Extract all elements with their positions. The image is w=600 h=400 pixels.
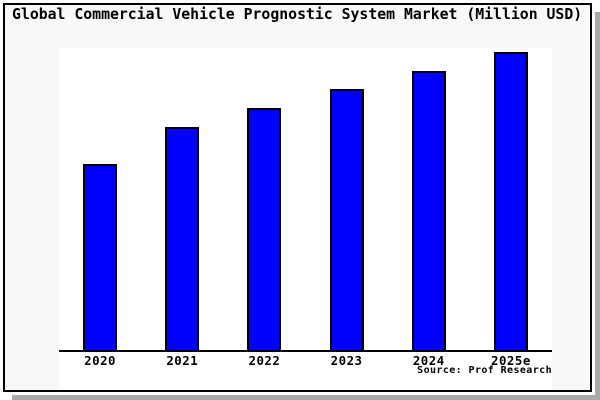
panel-shadow-right	[595, 12, 600, 400]
x-axis-label-2023: 2023	[330, 353, 363, 368]
x-axis-label-2025e: 2025e	[491, 353, 531, 368]
x-axis-line	[59, 350, 552, 352]
x-axis-label-2022: 2022	[248, 353, 281, 368]
panel-shadow-bottom	[12, 395, 600, 400]
x-axis-labels: 2020 2021 2022 2023 2024 2025e	[59, 353, 552, 369]
x-axis-label-2020: 2020	[84, 353, 116, 368]
chart-title: Global Commercial Vehicle Prognostic Sys…	[12, 6, 583, 23]
bar-2024	[411, 71, 446, 352]
bar-2020	[83, 164, 118, 352]
bar-2022	[247, 108, 282, 352]
bars-container	[59, 48, 552, 352]
source-note: Source: Prof Research	[417, 365, 552, 376]
bar-2023	[329, 89, 364, 352]
x-axis-label-2024: 2024	[412, 353, 445, 368]
bar-2025e	[493, 52, 528, 352]
plot-area	[59, 48, 552, 390]
x-axis-label-2021: 2021	[166, 353, 199, 368]
bar-2021	[165, 127, 200, 352]
